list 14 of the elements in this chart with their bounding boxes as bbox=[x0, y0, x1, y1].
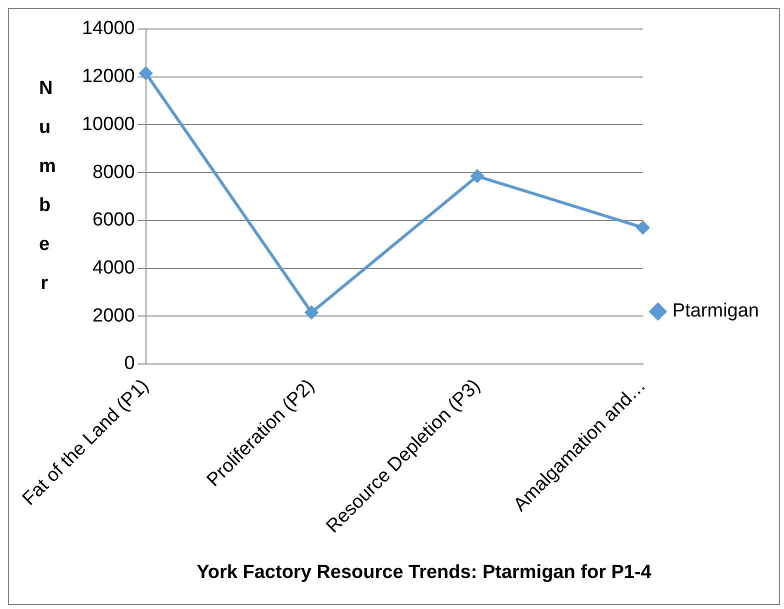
y-tick-label: 12000 bbox=[82, 66, 135, 88]
y-axis-title: Number bbox=[39, 77, 56, 296]
y-tick-label: 14000 bbox=[82, 18, 135, 40]
y-tick-label: 10000 bbox=[82, 114, 135, 135]
text: York Factory Resource Trends: Ptarmigan for P1-4 bbox=[196, 562, 652, 583]
legend-label: Ptarmigan bbox=[672, 300, 760, 322]
y-tick-label: 0 bbox=[124, 353, 135, 374]
y-tick-label: 2000 bbox=[92, 305, 135, 326]
point bbox=[470, 170, 484, 183]
point bbox=[636, 221, 650, 234]
y-tick-label: 8000 bbox=[92, 162, 135, 183]
point bbox=[305, 306, 318, 320]
y-tick-label: 4000 bbox=[92, 257, 135, 278]
y-tick-label: 6000 bbox=[92, 210, 135, 231]
